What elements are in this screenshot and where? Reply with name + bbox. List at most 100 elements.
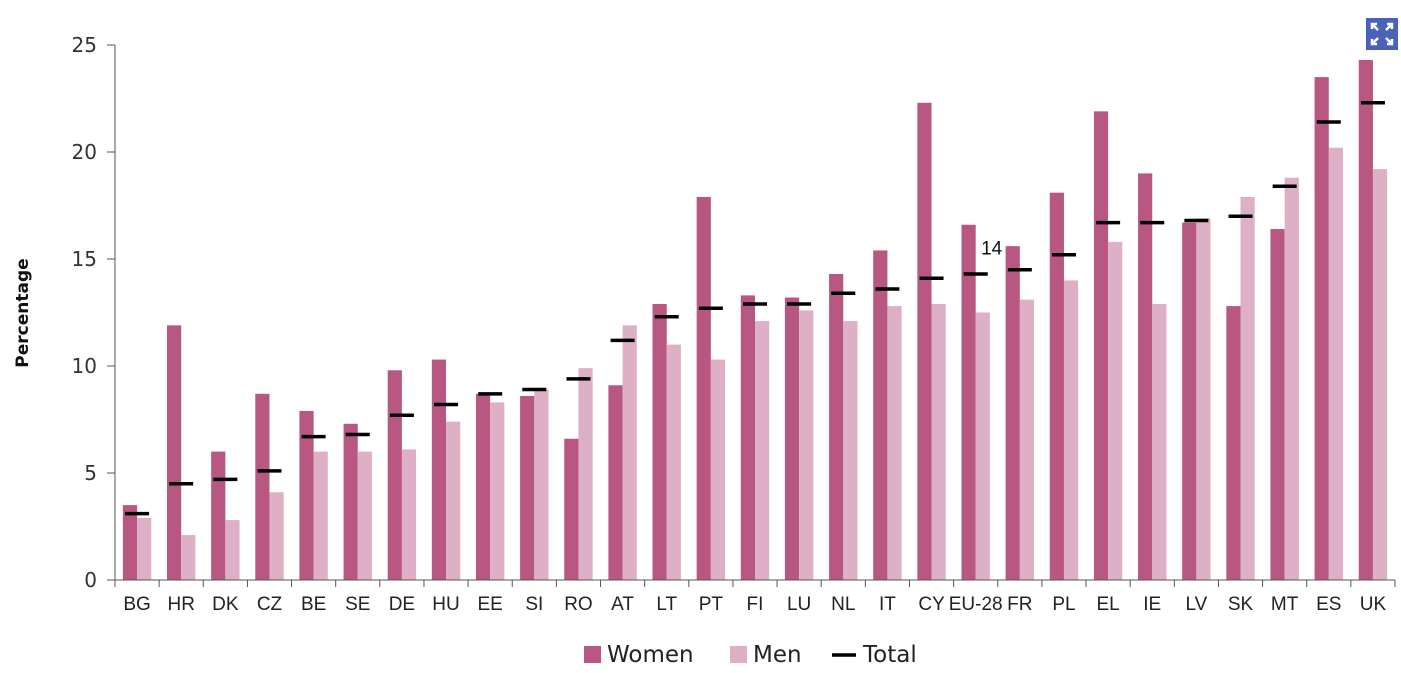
bar-women-ie bbox=[1138, 173, 1153, 580]
bar-men-fi bbox=[755, 321, 770, 580]
x-tick-label: LV bbox=[1185, 594, 1207, 615]
x-tick-label: BG bbox=[123, 594, 150, 615]
x-tick-label: FR bbox=[1007, 594, 1032, 615]
annotations: 14 bbox=[981, 239, 1003, 260]
x-axis-category-labels: BG HR DK CZ BE SE DE HU EE SI RO AT LT PT FI LU NL IT CY EU… bbox=[123, 594, 1386, 615]
bar-women-be bbox=[299, 410, 314, 580]
bar-women-cy bbox=[917, 102, 932, 580]
x-tick-label: HU bbox=[432, 594, 459, 615]
x-tick-label: DK bbox=[212, 594, 239, 615]
bar-men-hr bbox=[181, 535, 196, 580]
bar-men-pt bbox=[710, 359, 726, 580]
bar-women-ro bbox=[564, 438, 579, 580]
bar-men-lv bbox=[1196, 218, 1211, 580]
bar-women-pt bbox=[696, 196, 711, 580]
bar-women-es bbox=[1314, 77, 1329, 580]
x-tick-label: MT bbox=[1271, 594, 1299, 615]
bar-women-de bbox=[387, 370, 402, 580]
x-tick-label: EU-28 bbox=[949, 594, 1003, 615]
bar-women-mt bbox=[1270, 229, 1285, 581]
bar-men-dk bbox=[225, 520, 240, 580]
y-tick-label: 5 bbox=[84, 461, 97, 485]
bar-women-nl bbox=[829, 273, 844, 580]
y-tick-label: 25 bbox=[72, 33, 97, 57]
x-tick-label: SK bbox=[1228, 594, 1254, 615]
bar-women-uk bbox=[1358, 59, 1373, 581]
bar-men-el bbox=[1108, 241, 1123, 580]
x-tick-label: LT bbox=[656, 594, 677, 615]
bar-men-cy bbox=[931, 303, 946, 580]
bar-men-cz bbox=[269, 492, 284, 580]
bar-men-nl bbox=[843, 321, 858, 580]
bar-women-bg bbox=[122, 505, 138, 580]
bar-women-it bbox=[873, 250, 888, 580]
x-tick-label: LU bbox=[787, 594, 811, 615]
x-tick-label: BE bbox=[301, 594, 326, 615]
bar-men-be bbox=[313, 451, 328, 580]
bar-women-pl bbox=[1049, 192, 1064, 580]
y-tick-label: 0 bbox=[84, 568, 97, 592]
legend-swatch-men bbox=[730, 646, 747, 663]
x-tick-label: EE bbox=[477, 594, 502, 615]
bars bbox=[122, 59, 1388, 581]
axes bbox=[114, 45, 1396, 587]
bar-men-fr bbox=[1019, 299, 1035, 580]
bar-men-ro bbox=[578, 368, 593, 580]
x-tick-label: SI bbox=[525, 594, 543, 615]
x-tick-label: PT bbox=[699, 594, 724, 615]
x-tick-label: UK bbox=[1360, 594, 1387, 615]
legend-label-men: Men bbox=[753, 642, 802, 668]
bar-men-hu bbox=[446, 421, 461, 580]
bar-women-sk bbox=[1226, 306, 1241, 580]
bar-men-es bbox=[1328, 147, 1343, 580]
bar-women-eu-28 bbox=[961, 224, 976, 580]
bar-men-sk bbox=[1240, 196, 1255, 580]
expand-button[interactable] bbox=[1366, 18, 1398, 50]
bar-men-si bbox=[534, 389, 549, 580]
bar-women-se bbox=[343, 423, 358, 580]
bar-women-cz bbox=[255, 393, 270, 580]
legend-label-total: Total bbox=[862, 642, 917, 668]
bar-men-ee bbox=[490, 402, 505, 580]
bar-men-it bbox=[887, 306, 902, 580]
bar-men-lu bbox=[799, 310, 814, 580]
x-tick-label: PL bbox=[1052, 594, 1075, 615]
x-tick-label: CZ bbox=[257, 594, 283, 615]
x-tick-label: SE bbox=[345, 594, 370, 615]
legend: Women Men Total bbox=[584, 642, 917, 668]
bar-women-lu bbox=[784, 297, 800, 580]
bar-men-ie bbox=[1152, 303, 1167, 580]
bar-women-fi bbox=[740, 295, 755, 580]
bar-women-ee bbox=[475, 393, 491, 580]
total-markers bbox=[125, 101, 1385, 516]
x-tick-label: EL bbox=[1096, 594, 1119, 615]
bar-women-fr bbox=[1005, 246, 1020, 580]
bar-men-at bbox=[622, 325, 637, 580]
y-tick-label: 15 bbox=[72, 247, 97, 271]
legend-label-women: Women bbox=[607, 642, 694, 668]
bar-women-hr bbox=[167, 325, 182, 580]
bar-men-uk bbox=[1372, 169, 1388, 580]
data-annotation: 14 bbox=[981, 239, 1003, 260]
bar-women-dk bbox=[211, 451, 226, 580]
x-tick-label: HR bbox=[167, 594, 194, 615]
bar-women-el bbox=[1093, 111, 1109, 580]
bar-men-de bbox=[401, 449, 417, 580]
x-tick-label: IT bbox=[879, 594, 896, 615]
bar-women-at bbox=[608, 385, 623, 580]
x-tick-label: FI bbox=[747, 594, 764, 615]
bar-women-lt bbox=[652, 303, 667, 580]
y-axis-ticks: 0 5 10 15 20 25 bbox=[72, 33, 115, 592]
x-tick-label: RO bbox=[564, 594, 593, 615]
bar-women-hu bbox=[431, 359, 447, 580]
x-tick-label: CY bbox=[918, 594, 945, 615]
bar-men-se bbox=[357, 451, 372, 580]
expand-arrows-icon bbox=[1370, 22, 1394, 46]
y-tick-label: 10 bbox=[72, 354, 97, 378]
x-tick-label: ES bbox=[1316, 594, 1341, 615]
bar-men-bg bbox=[137, 517, 152, 580]
y-tick-label: 20 bbox=[72, 140, 97, 164]
x-tick-label: NL bbox=[831, 594, 855, 615]
bar-men-mt bbox=[1284, 177, 1299, 580]
